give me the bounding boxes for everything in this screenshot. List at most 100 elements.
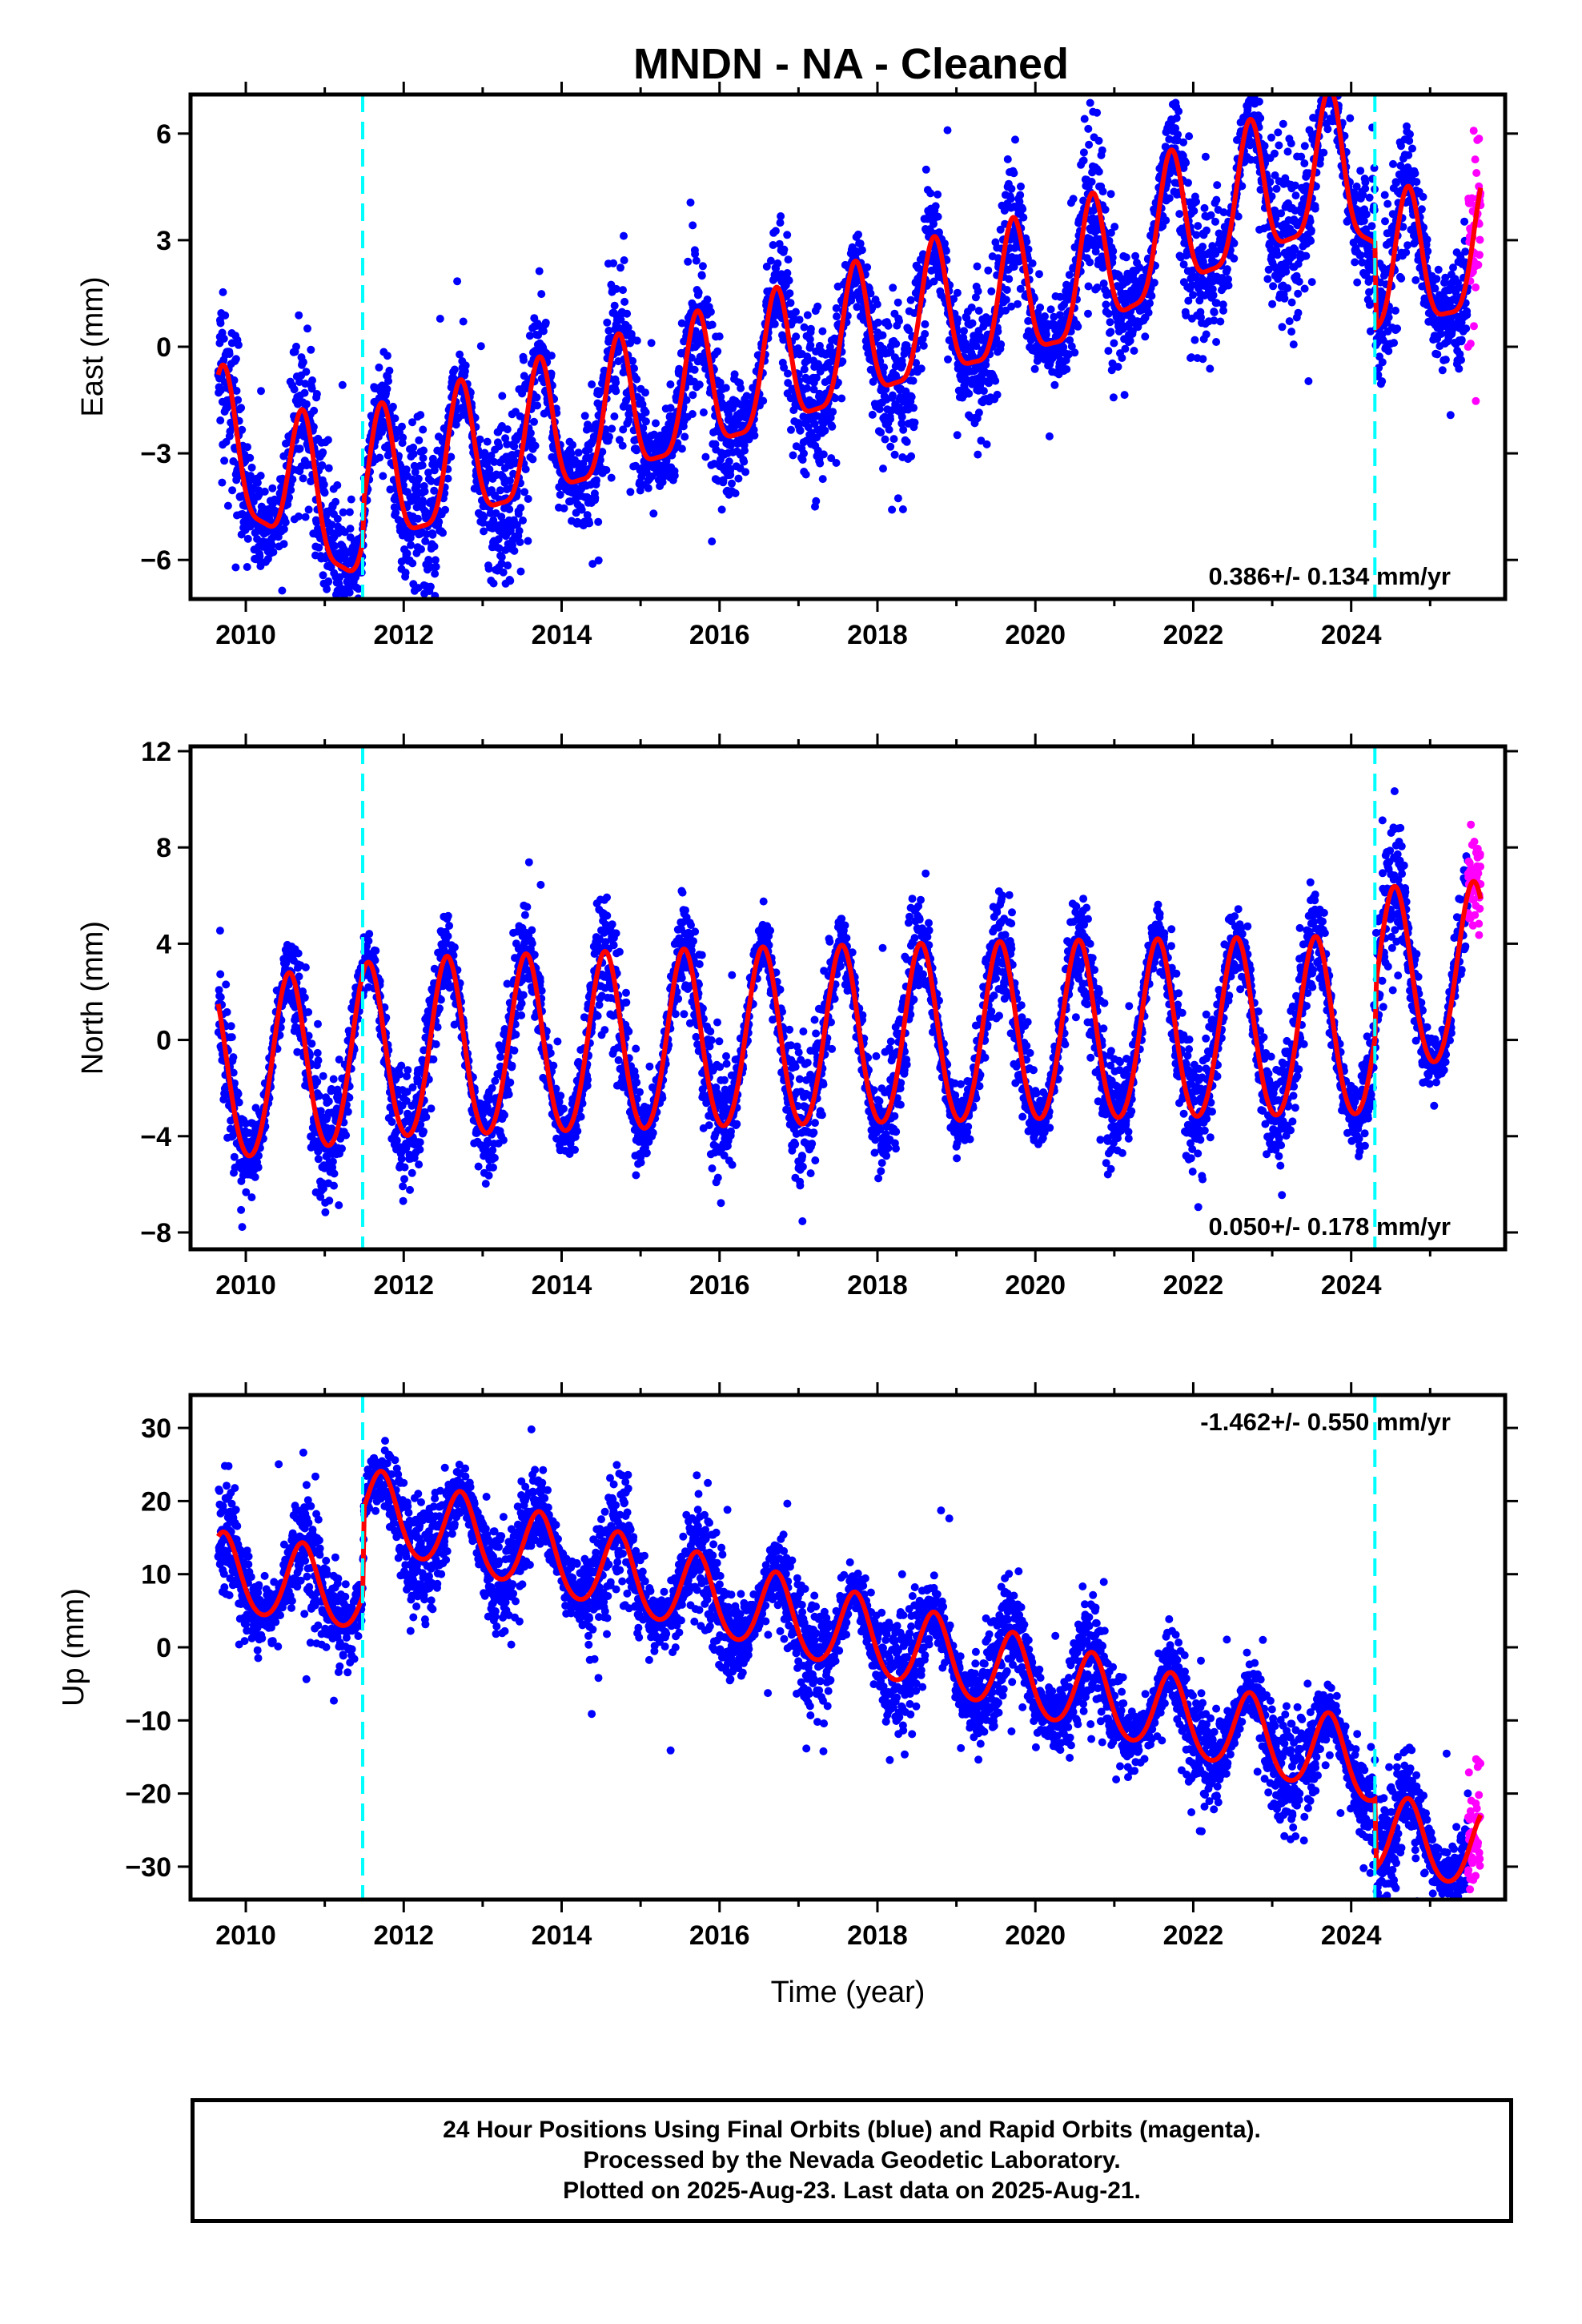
final-point [375, 363, 383, 372]
final-point [424, 557, 433, 565]
final-point [516, 504, 525, 513]
final-point [775, 239, 784, 248]
final-point [1069, 195, 1078, 203]
final-point [432, 562, 440, 571]
final-point [1147, 292, 1156, 300]
final-point [221, 311, 230, 320]
final-point [766, 256, 775, 265]
final-point [456, 350, 464, 359]
final-point [388, 402, 397, 411]
final-point [789, 451, 797, 460]
final-point [1109, 393, 1118, 402]
final-point [737, 384, 745, 392]
final-point [594, 517, 603, 526]
final-point [919, 341, 928, 350]
final-point [398, 422, 406, 431]
final-point [1194, 222, 1203, 231]
final-point [232, 387, 241, 395]
final-point [1212, 338, 1221, 346]
final-point [1014, 300, 1022, 308]
final-point [1189, 291, 1197, 300]
final-point [677, 319, 686, 328]
final-point [436, 315, 444, 323]
final-point [303, 324, 311, 333]
final-point [1085, 140, 1094, 149]
final-point [856, 239, 865, 248]
final-point [231, 355, 240, 364]
final-point [1411, 169, 1419, 178]
final-point [290, 385, 299, 394]
final-point [421, 537, 430, 545]
final-point [418, 497, 427, 505]
final-point [926, 189, 935, 198]
final-point [973, 262, 982, 271]
final-point [803, 384, 811, 392]
final-point [878, 331, 887, 340]
final-point [295, 444, 304, 453]
final-point [588, 380, 596, 388]
final-point [825, 343, 834, 352]
final-point [1289, 340, 1298, 349]
final-point [243, 534, 252, 543]
final-point [1192, 231, 1201, 239]
final-point [504, 561, 512, 570]
final-point [1284, 77, 1292, 85]
final-point [632, 446, 640, 455]
final-point [610, 301, 619, 310]
final-point [238, 425, 247, 434]
final-point [1011, 135, 1019, 144]
final-point [695, 380, 704, 389]
final-point [612, 284, 620, 293]
final-point [585, 519, 594, 528]
final-point [230, 376, 239, 384]
final-point [624, 324, 632, 332]
final-point [352, 605, 360, 613]
final-point [1326, 81, 1334, 89]
final-point [1331, 79, 1339, 87]
final-point [818, 475, 827, 484]
final-point [1165, 194, 1174, 203]
final-point [1146, 299, 1154, 308]
final-point [784, 369, 792, 378]
final-point [1175, 210, 1184, 219]
final-point [520, 488, 529, 497]
final-point [503, 440, 512, 448]
final-point [1278, 323, 1287, 332]
final-point [1150, 279, 1158, 287]
final-point [329, 601, 337, 609]
final-point [568, 440, 577, 449]
final-point [960, 327, 968, 336]
final-point [1280, 294, 1289, 303]
final-point [1102, 300, 1110, 309]
final-point [430, 486, 439, 495]
final-point [888, 391, 897, 400]
final-point [1283, 283, 1292, 292]
final-point [776, 219, 785, 227]
final-point [1230, 239, 1239, 247]
final-point [877, 428, 885, 436]
final-point [1279, 119, 1287, 128]
final-point [1411, 275, 1420, 284]
final-point [784, 255, 793, 264]
final-point [1006, 195, 1015, 203]
final-point [783, 231, 792, 239]
final-point [324, 577, 333, 585]
final-point [1346, 114, 1355, 123]
final-point [288, 475, 297, 484]
final-point [854, 230, 862, 239]
final-point [1010, 169, 1018, 178]
final-point [1219, 306, 1227, 315]
final-point [419, 425, 428, 434]
final-point [1273, 251, 1282, 259]
final-point [1327, 70, 1335, 78]
final-point [688, 410, 697, 418]
data-points [214, 70, 1485, 652]
final-point [344, 606, 352, 614]
final-point [868, 410, 877, 419]
final-point [895, 316, 903, 325]
final-point [1307, 226, 1315, 235]
final-point [336, 644, 344, 652]
final-point [1282, 267, 1291, 276]
final-point [1184, 179, 1192, 187]
final-point [336, 606, 344, 614]
